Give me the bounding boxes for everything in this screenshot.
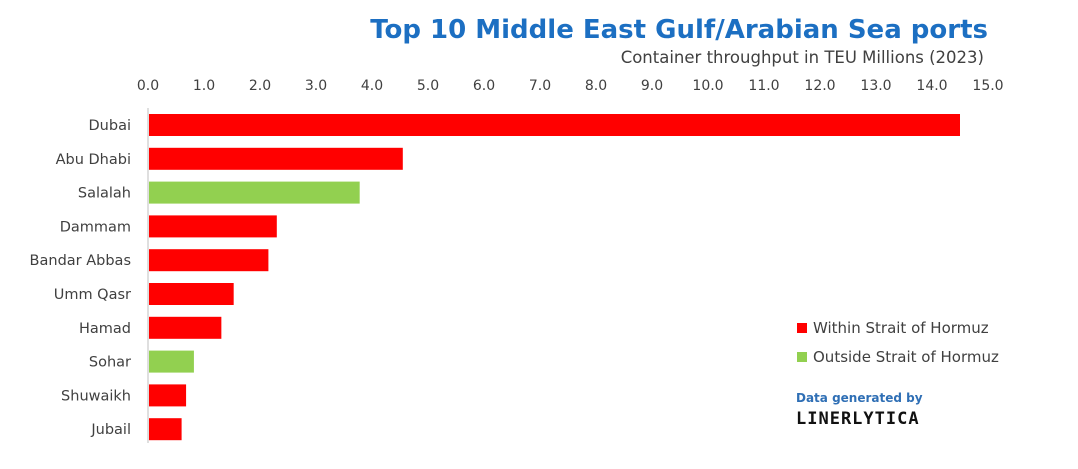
bar xyxy=(149,384,187,407)
x-tick-label: 13.0 xyxy=(860,78,891,94)
category-label: Umm Qasr xyxy=(54,287,131,303)
bar xyxy=(149,215,277,238)
category-label: Salalah xyxy=(78,186,131,202)
bar xyxy=(149,316,222,339)
legend-label: Outside Strait of Hormuz xyxy=(813,348,999,366)
x-tick-label: 11.0 xyxy=(748,78,779,94)
x-tick-label: 0.0 xyxy=(137,78,159,94)
category-label: Hamad xyxy=(79,321,131,337)
category-label: Dammam xyxy=(60,219,131,235)
x-axis-ticks: 0.0 1.0 2.0 3.0 4.0 5.0 6.0 7.0 8.0 9.0 10.0 11.0 12… xyxy=(137,78,1004,94)
bar xyxy=(149,181,360,204)
legend-swatch xyxy=(797,352,807,362)
bars xyxy=(149,114,960,441)
x-tick-label: 6.0 xyxy=(473,78,495,94)
credit: Data generated by LINERLYTICA xyxy=(796,391,923,429)
credit-line: Data generated by xyxy=(796,391,923,405)
category-label: Sohar xyxy=(89,355,131,371)
x-tick-label: 1.0 xyxy=(193,78,215,94)
bar xyxy=(149,283,234,305)
bar xyxy=(149,418,182,441)
x-tick-label: 7.0 xyxy=(529,78,551,94)
legend-label: Within Strait of Hormuz xyxy=(813,319,989,337)
x-tick-label: 3.0 xyxy=(305,78,327,94)
x-tick-label: 12.0 xyxy=(804,78,835,94)
chart-subtitle: Container throughput in TEU Millions (20… xyxy=(621,48,984,67)
chart-title: Top 10 Middle East Gulf/Arabian Sea port… xyxy=(370,15,988,45)
x-tick-label: 14.0 xyxy=(916,78,947,94)
category-label: Jubail xyxy=(90,422,131,438)
y-axis-categories: Dubai Abu Dhabi Salalah Dammam Bandar Abbas U… xyxy=(30,118,131,438)
legend: Within Strait of Hormuz Outside Strait of… xyxy=(797,319,999,366)
credit-brand: LINERLYTICA xyxy=(796,409,920,429)
bar xyxy=(149,114,960,136)
bar xyxy=(149,350,194,373)
category-label: Abu Dhabi xyxy=(56,152,131,168)
x-tick-label: 15.0 xyxy=(972,78,1003,94)
bar xyxy=(149,249,269,272)
x-tick-label: 4.0 xyxy=(361,78,383,94)
x-tick-label: 9.0 xyxy=(641,78,663,94)
category-label: Bandar Abbas xyxy=(30,253,131,269)
legend-swatch xyxy=(797,323,807,333)
bar xyxy=(149,147,403,170)
x-tick-label: 5.0 xyxy=(417,78,439,94)
category-label: Dubai xyxy=(89,118,131,134)
x-tick-label: 8.0 xyxy=(585,78,607,94)
x-tick-label: 10.0 xyxy=(692,78,723,94)
x-tick-label: 2.0 xyxy=(249,78,271,94)
category-label: Shuwaikh xyxy=(61,388,131,404)
